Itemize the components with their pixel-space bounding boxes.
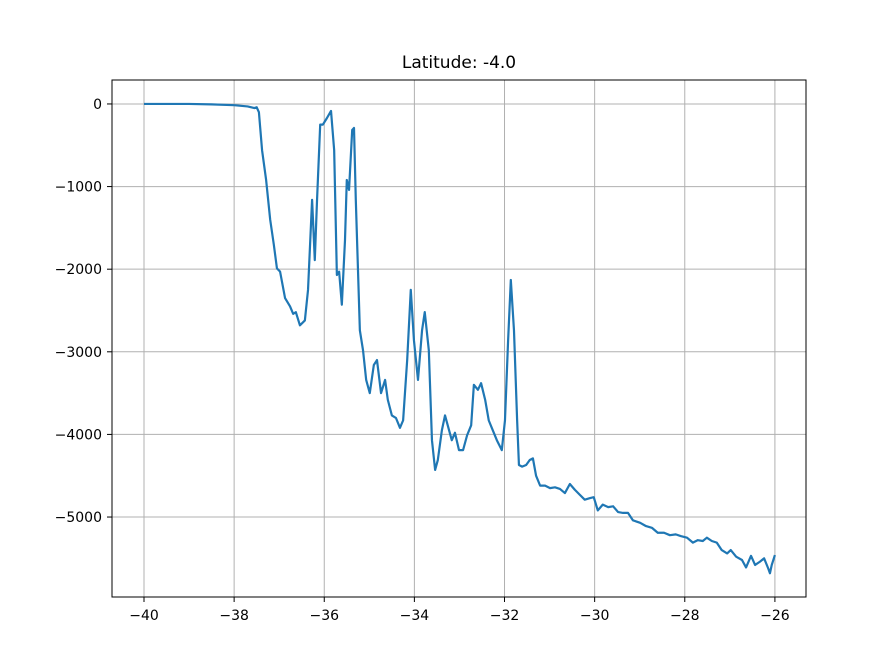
x-tick-label: −34 [400,608,430,624]
plot-frame [111,79,807,598]
x-tick-label: −32 [490,608,520,624]
y-tick-label: −2000 [55,262,102,278]
y-tick-label: −3000 [55,345,102,361]
y-tick-label: −5000 [55,510,102,526]
x-tick-label: −26 [760,608,790,624]
x-tick-label: −30 [580,608,610,624]
y-tick-label: −4000 [55,427,102,443]
x-tick-label: −28 [670,608,700,624]
x-tick-label: −40 [129,608,159,624]
y-tick-label: 0 [93,97,102,113]
chart-title: Latitude: -4.0 [402,53,516,73]
x-tick-label: −38 [219,608,249,624]
data-line [144,102,776,575]
y-tick-label: −1000 [55,180,102,196]
x-tick-label: −36 [309,608,339,624]
